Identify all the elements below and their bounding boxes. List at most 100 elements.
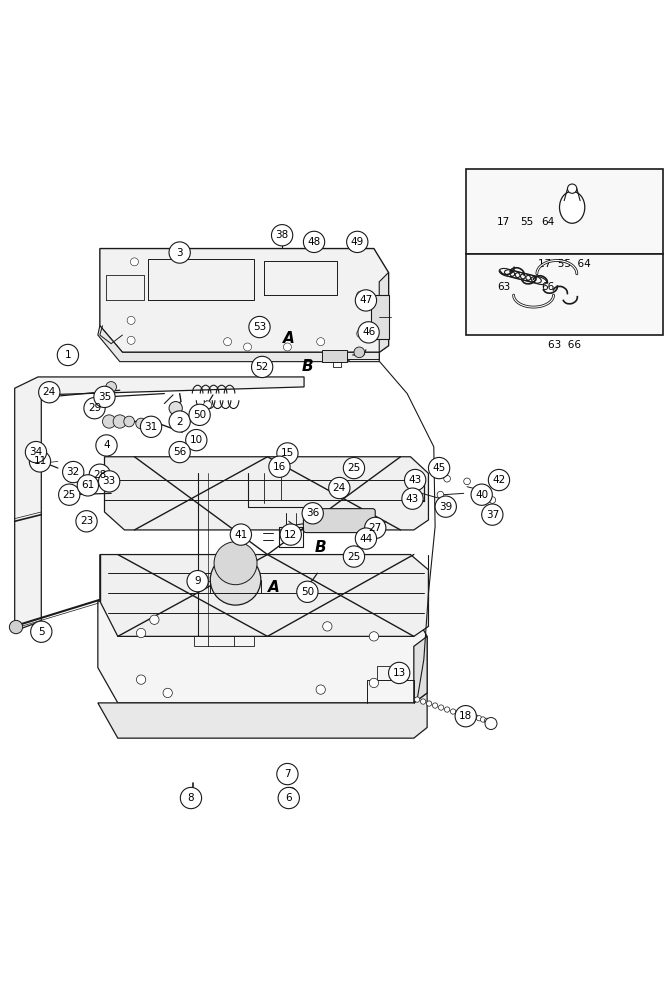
Circle shape bbox=[354, 347, 365, 358]
Text: 18: 18 bbox=[459, 711, 472, 721]
Circle shape bbox=[189, 404, 210, 425]
Circle shape bbox=[280, 524, 301, 545]
Circle shape bbox=[323, 622, 332, 631]
Text: 13: 13 bbox=[393, 668, 406, 678]
Circle shape bbox=[57, 344, 79, 366]
Circle shape bbox=[357, 291, 365, 299]
Circle shape bbox=[455, 706, 476, 727]
Circle shape bbox=[224, 338, 232, 346]
Circle shape bbox=[76, 511, 97, 532]
Circle shape bbox=[317, 338, 325, 346]
Circle shape bbox=[438, 705, 444, 710]
Text: 52: 52 bbox=[256, 362, 269, 372]
Circle shape bbox=[444, 707, 450, 712]
Circle shape bbox=[214, 542, 257, 585]
Circle shape bbox=[482, 504, 503, 525]
Circle shape bbox=[163, 688, 172, 698]
Circle shape bbox=[389, 662, 410, 684]
Circle shape bbox=[230, 524, 252, 545]
Circle shape bbox=[136, 418, 146, 429]
Circle shape bbox=[252, 356, 273, 378]
Circle shape bbox=[435, 496, 456, 517]
Circle shape bbox=[283, 451, 289, 458]
Circle shape bbox=[369, 678, 379, 688]
Circle shape bbox=[484, 718, 490, 724]
Circle shape bbox=[285, 787, 296, 798]
Circle shape bbox=[349, 241, 359, 251]
Circle shape bbox=[169, 411, 190, 432]
Text: A: A bbox=[269, 580, 280, 595]
Circle shape bbox=[169, 441, 190, 463]
Circle shape bbox=[84, 398, 105, 419]
Circle shape bbox=[180, 787, 202, 809]
Circle shape bbox=[187, 571, 208, 592]
Circle shape bbox=[303, 231, 325, 253]
Circle shape bbox=[102, 415, 116, 428]
Ellipse shape bbox=[560, 191, 584, 223]
Text: 66: 66 bbox=[542, 282, 555, 292]
Text: 28: 28 bbox=[94, 470, 106, 480]
Circle shape bbox=[355, 528, 377, 549]
Circle shape bbox=[63, 461, 84, 483]
Circle shape bbox=[39, 382, 60, 403]
Circle shape bbox=[432, 703, 438, 708]
Circle shape bbox=[405, 469, 426, 491]
Polygon shape bbox=[98, 601, 427, 703]
Circle shape bbox=[277, 443, 298, 464]
Circle shape bbox=[210, 555, 261, 605]
Circle shape bbox=[302, 503, 323, 524]
Circle shape bbox=[488, 469, 510, 491]
Circle shape bbox=[420, 699, 426, 704]
Text: 63  66: 63 66 bbox=[548, 340, 581, 350]
Text: 46: 46 bbox=[362, 327, 375, 337]
Text: 5: 5 bbox=[38, 627, 45, 637]
Text: 24: 24 bbox=[43, 387, 56, 397]
Text: 25: 25 bbox=[347, 552, 361, 562]
Text: 17: 17 bbox=[497, 217, 510, 227]
Circle shape bbox=[77, 475, 98, 496]
Text: 4: 4 bbox=[103, 440, 110, 450]
Text: 37: 37 bbox=[486, 510, 499, 520]
Text: 50: 50 bbox=[301, 587, 314, 597]
Circle shape bbox=[472, 714, 478, 720]
Circle shape bbox=[140, 416, 162, 437]
Circle shape bbox=[9, 620, 23, 634]
Circle shape bbox=[489, 497, 496, 503]
Text: 11: 11 bbox=[33, 456, 47, 466]
Circle shape bbox=[186, 429, 207, 451]
Circle shape bbox=[402, 488, 423, 509]
Text: 17  55  64: 17 55 64 bbox=[538, 259, 591, 269]
Circle shape bbox=[357, 330, 365, 338]
Text: 56: 56 bbox=[173, 447, 186, 457]
Text: 41: 41 bbox=[234, 530, 247, 540]
Polygon shape bbox=[15, 377, 304, 630]
Circle shape bbox=[476, 716, 482, 721]
Text: 25: 25 bbox=[347, 463, 361, 473]
Circle shape bbox=[124, 416, 134, 427]
Circle shape bbox=[464, 712, 470, 717]
Text: 36: 36 bbox=[306, 508, 319, 518]
Text: 55: 55 bbox=[520, 217, 534, 227]
Circle shape bbox=[426, 701, 432, 706]
Circle shape bbox=[480, 717, 486, 722]
Circle shape bbox=[274, 463, 281, 470]
Bar bbox=[466, 169, 663, 254]
Circle shape bbox=[96, 435, 117, 456]
Polygon shape bbox=[371, 295, 389, 339]
Text: A: A bbox=[283, 331, 295, 346]
Circle shape bbox=[343, 546, 365, 567]
Text: 32: 32 bbox=[67, 467, 80, 477]
Text: 40: 40 bbox=[475, 490, 488, 500]
Circle shape bbox=[464, 478, 470, 485]
Circle shape bbox=[271, 225, 293, 246]
Circle shape bbox=[113, 415, 126, 428]
Circle shape bbox=[568, 184, 576, 193]
Circle shape bbox=[471, 484, 492, 505]
Circle shape bbox=[516, 211, 538, 233]
Text: 38: 38 bbox=[275, 230, 289, 240]
Text: 63: 63 bbox=[497, 282, 510, 292]
Circle shape bbox=[31, 621, 52, 642]
Circle shape bbox=[468, 713, 474, 718]
Circle shape bbox=[316, 685, 325, 694]
Text: 45: 45 bbox=[432, 463, 446, 473]
